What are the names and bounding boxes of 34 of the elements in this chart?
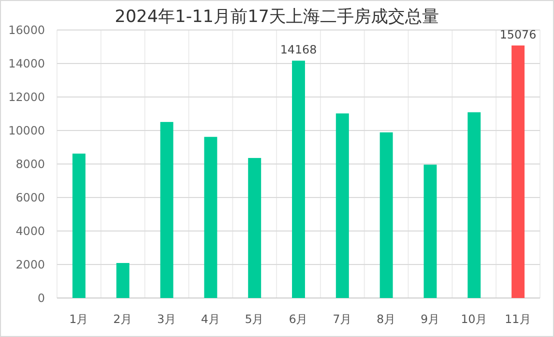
bar <box>116 262 130 298</box>
x-tick-label: 8月 <box>376 312 396 326</box>
y-tick-label: 14000 <box>8 56 45 70</box>
y-tick-label: 2000 <box>16 258 45 272</box>
x-tick-label: 11月 <box>504 312 532 326</box>
bar <box>248 158 262 298</box>
x-tick-label: 5月 <box>244 312 264 326</box>
bar <box>72 154 86 298</box>
y-tick-label: 4000 <box>16 224 45 238</box>
y-tick-label: 10000 <box>8 124 45 138</box>
chart-title: 2024年1-11月前17天上海二手房成交总量 <box>114 7 440 27</box>
y-tick-label: 12000 <box>8 90 45 104</box>
bar <box>380 132 393 298</box>
bar <box>336 113 349 298</box>
bar <box>292 60 305 298</box>
x-tick-label: 10月 <box>460 312 488 326</box>
x-tick-label: 6月 <box>288 312 308 326</box>
x-tick-label: 2月 <box>113 312 133 326</box>
x-tick-label: 1月 <box>69 312 89 326</box>
x-tick-label: 7月 <box>332 312 352 326</box>
y-tick-label: 16000 <box>8 23 45 37</box>
bar <box>512 45 525 298</box>
data-label: 15076 <box>500 27 536 42</box>
x-tick-label: 4月 <box>201 312 220 326</box>
y-tick-label: 8000 <box>16 157 45 171</box>
bar <box>468 112 481 298</box>
data-label: 14168 <box>280 42 317 57</box>
bar <box>160 122 174 298</box>
bar <box>424 164 437 298</box>
x-tick-label: 3月 <box>157 312 176 326</box>
y-tick-label: 6000 <box>16 190 45 204</box>
bar <box>204 136 218 298</box>
y-tick-label: 0 <box>38 291 45 305</box>
x-tick-label: 9月 <box>420 312 440 326</box>
